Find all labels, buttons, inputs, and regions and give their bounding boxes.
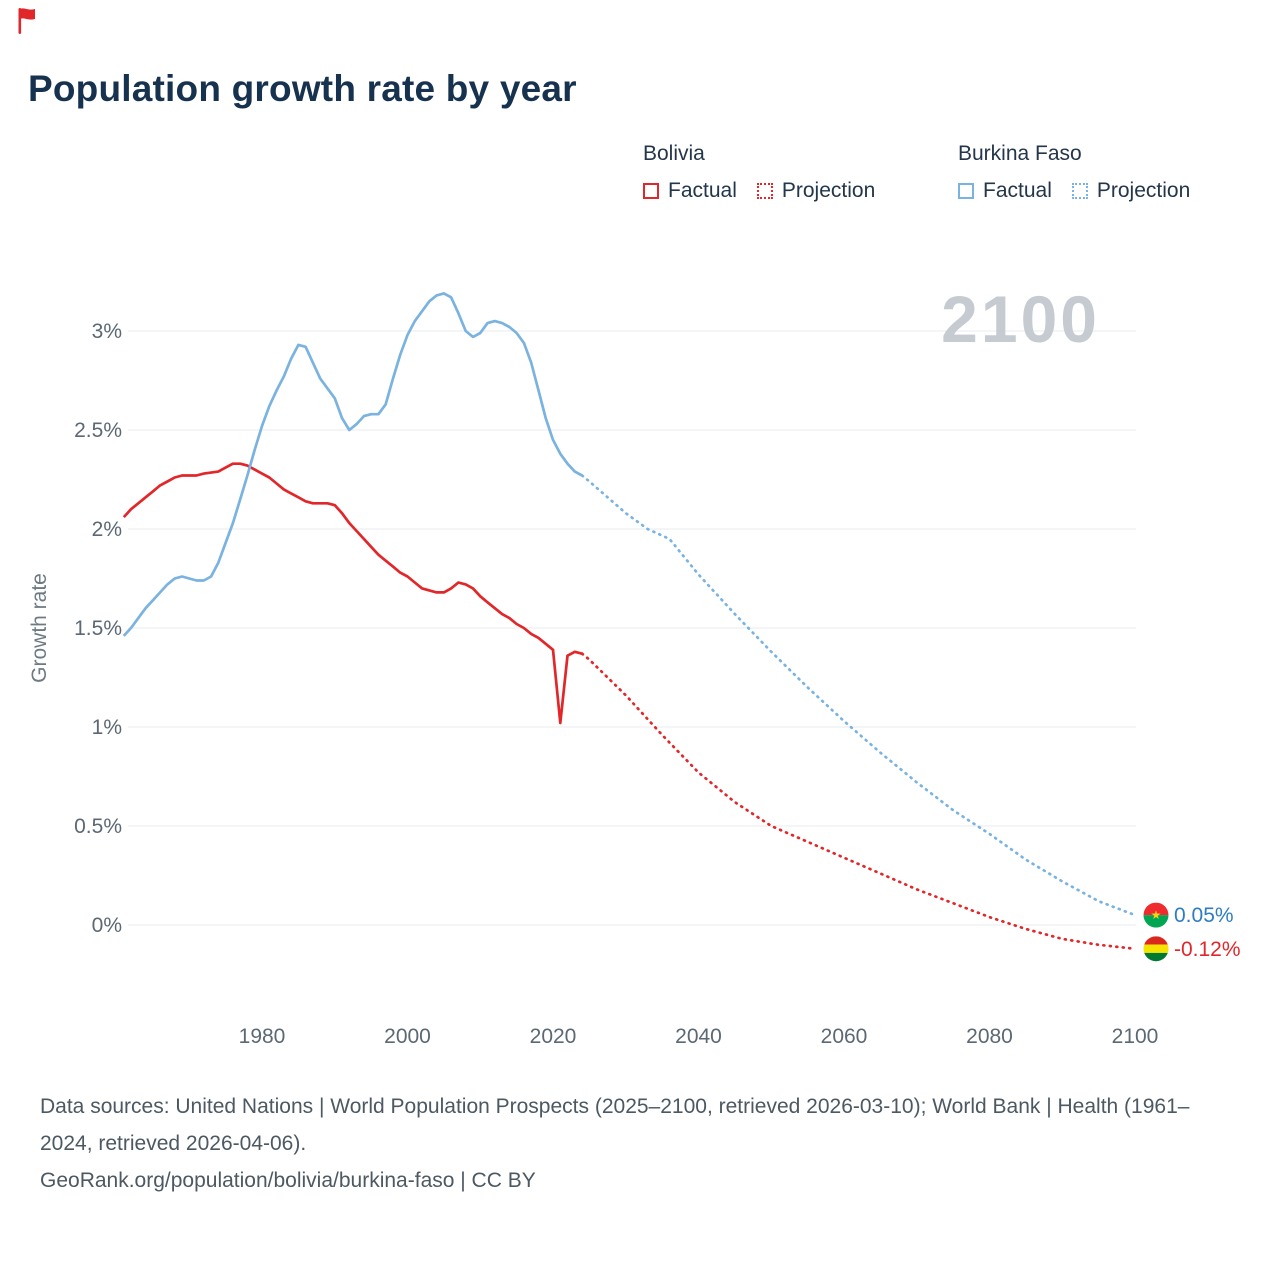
legend-group-bolivia: Bolivia Factual Projection <box>643 142 875 203</box>
y-axis-title: Growth rate <box>28 573 51 683</box>
y-tick-label: 1% <box>92 716 122 739</box>
bolivia-end-value: -0.12% <box>1174 938 1241 961</box>
legend-item-label: Factual <box>983 179 1052 202</box>
legend-group-burkina-faso: Burkina Faso Factual Projection <box>958 142 1190 203</box>
legend-item-burkina-faso-factual[interactable]: Factual <box>958 179 1052 203</box>
series-line-burkina-faso-factual <box>122 292 583 637</box>
bolivia-flag-icon <box>1143 936 1169 962</box>
burkina-faso-end-value: 0.05% <box>1174 904 1234 927</box>
x-tick-label: 2060 <box>821 1025 868 1048</box>
burkina-faso-flag-icon <box>1143 902 1169 928</box>
legend-item-label: Projection <box>781 179 876 202</box>
series-line-burkina-faso-projection <box>580 474 1137 917</box>
watermark-year: 2100 <box>941 282 1100 356</box>
legend-item-bolivia-factual[interactable]: Factual <box>643 179 737 203</box>
legend-item-label: Factual <box>668 179 737 202</box>
growth-rate-chart[interactable]: 0% 0.5% 1% 1.5% 2% 2.5% 3% 1980 2000 2020 2040 2060… <box>0 0 1280 1080</box>
x-tick-label: 2100 <box>1112 1025 1159 1048</box>
y-tick-label: 2.5% <box>74 419 122 442</box>
attribution-text: GeoRank.org/population/bolivia/burkina-f… <box>40 1169 536 1192</box>
y-tick-label: 3% <box>92 320 122 343</box>
legend-swatch-dotted-icon <box>1071 183 1088 199</box>
legend-swatch-solid-icon <box>643 183 659 199</box>
logo-flag-icon <box>12 5 42 37</box>
legend-item-bolivia-projection[interactable]: Projection <box>756 179 876 203</box>
data-sources-text: Data sources: United Nations | World Pop… <box>40 1095 1190 1155</box>
series-line-bolivia-factual <box>122 462 583 725</box>
x-tick-label: 2000 <box>384 1025 431 1048</box>
y-tick-label: 1.5% <box>74 617 122 640</box>
x-tick-label: 2020 <box>530 1025 577 1048</box>
legend-item-burkina-faso-projection[interactable]: Projection <box>1071 179 1191 203</box>
y-tick-label: 2% <box>92 518 122 541</box>
y-tick-label: 0% <box>92 914 122 937</box>
footer: Data sources: United Nations | World Pop… <box>40 1088 1220 1199</box>
page-title: Population growth rate by year <box>28 68 577 109</box>
legend-swatch-dotted-icon <box>756 183 773 199</box>
x-tick-label: 1980 <box>239 1025 286 1048</box>
legend-item-label: Projection <box>1096 179 1191 202</box>
legend-swatch-solid-icon <box>958 183 974 199</box>
series-line-bolivia-projection <box>580 652 1137 951</box>
legend-country-label: Burkina Faso <box>958 142 1082 165</box>
legend-country-label: Bolivia <box>643 142 705 165</box>
y-tick-label: 0.5% <box>74 815 122 838</box>
x-tick-label: 2040 <box>675 1025 722 1048</box>
x-tick-label: 2080 <box>966 1025 1013 1048</box>
